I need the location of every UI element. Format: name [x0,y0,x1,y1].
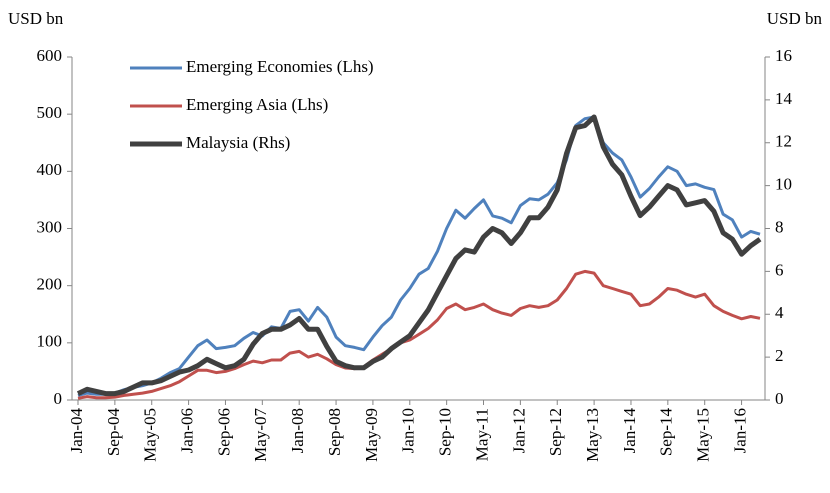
y-tick-label: 0 [54,389,63,408]
x-tick-label: May-11 [472,408,491,461]
y-tick-label: 300 [37,217,63,236]
y2-tick-label: 14 [775,89,793,108]
y-axis-label: USD bn [8,9,64,28]
y2-tick-label: 8 [775,217,784,236]
x-tick-label: May-05 [141,408,160,462]
y-tick-label: 500 [37,103,63,122]
x-tick-label: Jan-10 [399,408,418,453]
y2-tick-label: 6 [775,260,784,279]
legend-label: Emerging Economies (Lhs) [186,57,374,76]
x-tick-label: Jan-14 [620,408,639,454]
x-tick-label: Sep-04 [104,408,123,457]
x-tick-label: Sep-14 [657,408,676,457]
x-tick-label: Sep-10 [436,408,455,456]
y-tick-label: 200 [37,275,63,294]
x-tick-label: Sep-12 [546,408,565,456]
series-line [77,115,761,397]
y2-tick-label: 10 [775,175,792,194]
x-tick-label: Sep-06 [214,408,233,456]
x-tick-label: May-09 [362,408,381,462]
y2-tick-label: 4 [775,303,784,322]
legend-label: Malaysia (Rhs) [186,133,290,152]
x-tick-label: Jan-04 [67,408,86,454]
y2-tick-label: 0 [775,389,784,408]
x-tick-label: Jan-12 [509,408,528,453]
x-tick-label: Jan-08 [288,408,307,453]
series-line [76,114,762,397]
y-tick-label: 100 [37,332,63,351]
x-tick-label: Jan-06 [178,408,197,453]
x-tick-label: Sep-08 [325,408,344,456]
x-tick-label: May-13 [583,408,602,462]
y2-tick-label: 2 [775,346,784,365]
x-tick-label: Jan-16 [730,408,749,453]
y2-tick-label: 16 [775,46,792,65]
legend-label: Emerging Asia (Lhs) [186,95,328,114]
y-tick-label: 600 [37,46,63,65]
y2-tick-label: 12 [775,132,792,151]
y-tick-label: 400 [37,160,63,179]
x-tick-label: May-15 [694,408,713,462]
y2-axis-label: USD bn [767,9,823,28]
series-line [77,269,761,400]
x-tick-label: May-07 [251,408,270,462]
